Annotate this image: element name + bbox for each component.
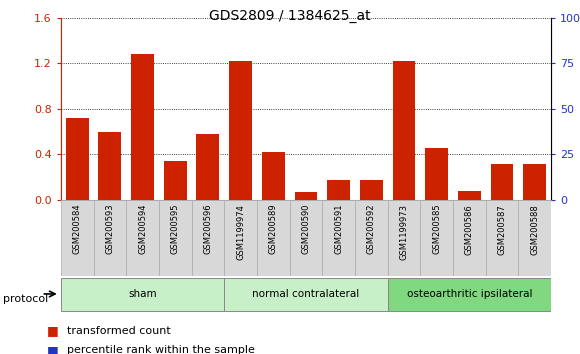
Text: GSM200590: GSM200590 [302, 204, 310, 254]
Bar [191, 200, 224, 276]
Bar [485, 200, 519, 276]
Bar [303, 193, 309, 200]
Bar [99, 132, 121, 200]
Bar [197, 134, 219, 200]
Text: percentile rank within the sample: percentile rank within the sample [67, 346, 255, 354]
Bar [159, 200, 191, 276]
Bar [425, 148, 448, 200]
Bar [458, 191, 481, 200]
Text: ■: ■ [46, 344, 58, 354]
Text: GSM1199974: GSM1199974 [236, 204, 245, 260]
Bar [66, 118, 89, 200]
Bar [270, 178, 276, 200]
Text: GSM200593: GSM200593 [106, 204, 114, 255]
Bar [61, 200, 93, 276]
Bar [387, 200, 420, 276]
Bar [393, 61, 415, 200]
Text: GSM200589: GSM200589 [269, 204, 278, 255]
Bar [523, 164, 546, 200]
Text: transformed count: transformed count [67, 326, 171, 336]
Bar [205, 165, 211, 200]
Text: protocol: protocol [3, 294, 48, 304]
Text: sham: sham [128, 289, 157, 299]
Bar [295, 192, 317, 200]
Bar [368, 182, 374, 200]
Bar [420, 200, 453, 276]
Bar [491, 164, 513, 200]
Bar [107, 164, 113, 200]
Text: GSM200595: GSM200595 [171, 204, 180, 254]
Bar [224, 200, 257, 276]
Bar [434, 175, 440, 200]
Bar [401, 56, 407, 200]
Text: GSM200594: GSM200594 [138, 204, 147, 254]
Bar [131, 54, 154, 200]
Bar [327, 179, 350, 200]
Text: osteoarthritic ipsilateral: osteoarthritic ipsilateral [407, 289, 532, 299]
Bar [532, 184, 538, 200]
Bar [519, 200, 551, 276]
Bar [499, 184, 505, 200]
Bar [238, 56, 244, 200]
Text: GSM200585: GSM200585 [432, 204, 441, 255]
Bar [126, 200, 159, 276]
Text: normal contralateral: normal contralateral [252, 289, 360, 299]
Text: GDS2809 / 1384625_at: GDS2809 / 1384625_at [209, 9, 371, 23]
Bar [229, 61, 252, 200]
Bar [93, 200, 126, 276]
Text: GSM1199973: GSM1199973 [400, 204, 408, 260]
Text: GSM200592: GSM200592 [367, 204, 376, 254]
Text: GSM200588: GSM200588 [530, 204, 539, 255]
Bar [355, 200, 387, 276]
Text: GSM200587: GSM200587 [498, 204, 506, 255]
Bar [336, 182, 342, 200]
Text: ■: ■ [46, 325, 58, 337]
Bar [172, 182, 178, 200]
Bar [164, 161, 187, 200]
FancyBboxPatch shape [224, 278, 387, 312]
FancyBboxPatch shape [387, 278, 551, 312]
Text: GSM200596: GSM200596 [204, 204, 212, 255]
Bar [262, 152, 285, 200]
Text: GSM200586: GSM200586 [465, 204, 474, 255]
FancyBboxPatch shape [61, 278, 224, 312]
Bar [140, 43, 146, 200]
Bar [74, 154, 80, 200]
Bar [257, 200, 289, 276]
Bar [466, 187, 472, 200]
Bar [322, 200, 355, 276]
Text: GSM200584: GSM200584 [72, 204, 82, 255]
Bar [453, 200, 485, 276]
Bar [360, 179, 383, 200]
Text: GSM200591: GSM200591 [334, 204, 343, 254]
Bar [289, 200, 322, 276]
